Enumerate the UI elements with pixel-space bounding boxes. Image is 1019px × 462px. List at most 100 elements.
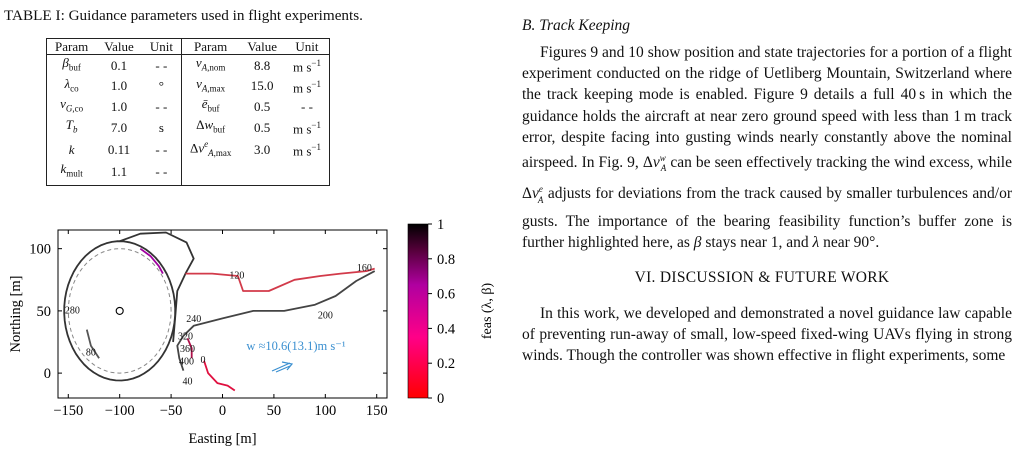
value-cell: 8.8 — [254, 57, 271, 73]
table-caption: TABLE I: Guidance parameters used in fli… — [4, 7, 363, 24]
trajectory-segment — [176, 270, 376, 371]
paragraph-discussion: In this work, we developed and demonstra… — [522, 305, 1012, 365]
time-label: 80 — [86, 348, 96, 359]
table-row: λco 1.0 ° vA,max 15.0 m s−1 — [47, 75, 330, 97]
colorbar-tick-label: 1 — [437, 217, 444, 233]
unit-cell: - - — [141, 54, 182, 76]
col-header: Param — [46, 38, 97, 55]
param-cell: Tb — [65, 116, 78, 135]
param-cell: vA,max — [196, 75, 226, 94]
plot-frame — [57, 229, 388, 399]
trajectory-segment — [185, 267, 375, 292]
param-cell: βbuf — [62, 55, 81, 73]
right-column: B. Track Keeping Figures 9 and 10 show p… — [512, 0, 1012, 462]
y-tick-label: 50 — [37, 304, 52, 320]
col-header: Value — [239, 38, 285, 55]
x-axis-label: Easting [m] — [188, 431, 256, 447]
unit-cell: m s−1 — [292, 119, 321, 137]
section-heading: VI. DISCUSSION & FUTURE WORK — [634, 269, 890, 286]
trajectory-segment — [119, 231, 195, 343]
trajectory-segment — [186, 337, 193, 359]
loiter-center-marker — [115, 306, 124, 315]
table-row: vG,co 1.0 - - ēbuf 0.5 - - — [47, 96, 330, 117]
trajectory-segment — [63, 240, 177, 382]
time-label: 120 — [229, 271, 244, 282]
reference-loiter-circle — [67, 248, 172, 374]
colorbar-tick-label: 0.4 — [437, 321, 456, 337]
col-header: Param — [181, 38, 240, 55]
value-cell — [239, 161, 285, 185]
unit-cell: m s−1 — [292, 78, 321, 96]
table-row: Tb 7.0 s Δwbuf 0.5 m s−1 — [47, 116, 330, 138]
param-cell — [181, 161, 239, 185]
y-tick-label: 0 — [44, 366, 51, 382]
colorbar-label: feas (λ, β) — [480, 283, 495, 340]
table-row: k 0.11 - - ΔveA,max 3.0 m s−1 — [47, 137, 330, 162]
value-cell: 0.11 — [107, 141, 131, 157]
col-header: Value — [96, 38, 142, 55]
table-row: kmult 1.1 - - — [47, 161, 330, 186]
colorbar — [407, 223, 429, 399]
wind-arrow-icon — [271, 361, 294, 373]
unit-cell: ° — [141, 75, 182, 97]
unit-cell: - - — [141, 137, 182, 162]
unit-cell: - - — [141, 161, 182, 186]
y-tick-label: 100 — [29, 242, 51, 258]
wind-speed-label: w ≈10.6(13.1)m s⁻¹ — [246, 339, 345, 353]
table-row: βbuf 0.1 - - vA,nom 8.8 m s−1 — [47, 54, 330, 76]
value-cell: 0.1 — [110, 57, 128, 73]
x-tick-label: 0 — [219, 403, 226, 419]
value-cell: 15.0 — [250, 78, 274, 94]
param-cell: ΔveA,max — [189, 139, 232, 159]
time-label: 40 — [183, 376, 193, 387]
table-header-row: Param Value Unit Param Value Unit — [46, 38, 330, 55]
unit-cell: m s−1 — [292, 58, 321, 75]
unit-cell: - - — [301, 98, 313, 114]
param-cell: Δwbuf — [196, 116, 226, 135]
time-label: 360 — [180, 344, 195, 355]
trajectory-segment — [203, 360, 236, 392]
time-label: 320 — [178, 332, 193, 343]
unit-cell: m s−1 — [292, 142, 321, 159]
param-cell: ēbuf — [201, 96, 220, 114]
value-cell: 1.0 — [110, 78, 128, 94]
x-tick-label: 150 — [366, 403, 388, 419]
unit-cell: s — [141, 116, 182, 138]
value-cell: 1.1 — [110, 164, 128, 180]
y-axis-label: Northing [m] — [8, 276, 24, 353]
param-cell: k — [68, 141, 75, 157]
x-tick-label: −100 — [105, 403, 135, 419]
value-cell: 1.0 — [110, 98, 128, 114]
time-label: 160 — [357, 263, 372, 274]
value-cell: 7.0 — [110, 119, 128, 135]
unit-cell: - - — [141, 96, 182, 117]
col-header: Unit — [284, 38, 330, 55]
time-label: 0 — [200, 355, 205, 366]
value-cell: 3.0 — [254, 141, 271, 157]
colorbar-tick-label: 0.8 — [437, 252, 455, 268]
time-label: 280 — [65, 305, 80, 316]
subsection-title: B. Track Keeping — [522, 17, 631, 34]
unit-cell — [285, 161, 330, 185]
param-cell: kmult — [60, 161, 83, 179]
param-cell: vA,nom — [195, 55, 226, 73]
colorbar-tick-label: 0.6 — [437, 287, 455, 303]
left-column: TABLE I: Guidance parameters used in fli… — [0, 0, 500, 462]
time-label: 200 — [318, 310, 333, 321]
value-cell: 0.5 — [254, 98, 271, 114]
value-cell: 0.5 — [254, 119, 271, 135]
time-label: 240 — [186, 314, 201, 325]
x-tick-label: −150 — [53, 403, 83, 419]
param-cell: λco — [64, 75, 79, 94]
col-header: Unit — [141, 38, 182, 55]
colorbar-tick-label: 0.2 — [437, 356, 455, 372]
param-cell: vG,co — [60, 96, 84, 114]
x-tick-label: 100 — [314, 403, 336, 419]
trajectory-segment — [85, 329, 100, 359]
time-label: 400 — [179, 356, 194, 367]
x-tick-label: 50 — [267, 403, 282, 419]
x-tick-label: −50 — [160, 403, 183, 419]
colorbar-tick-label: 0 — [437, 391, 444, 407]
trajectory-segment — [139, 247, 164, 275]
